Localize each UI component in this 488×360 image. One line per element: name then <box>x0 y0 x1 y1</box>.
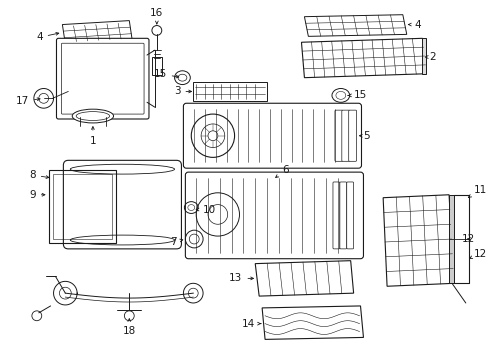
FancyBboxPatch shape <box>185 172 363 259</box>
Text: 15: 15 <box>347 90 366 100</box>
FancyBboxPatch shape <box>334 110 342 161</box>
Text: 13: 13 <box>229 273 253 283</box>
FancyBboxPatch shape <box>63 160 181 249</box>
Polygon shape <box>262 306 363 339</box>
Bar <box>193 82 266 101</box>
Polygon shape <box>448 195 453 283</box>
Polygon shape <box>304 15 406 36</box>
Text: 6: 6 <box>275 165 288 177</box>
FancyBboxPatch shape <box>346 182 353 249</box>
Text: 12: 12 <box>461 234 474 244</box>
Text: 3: 3 <box>173 86 191 96</box>
Text: 16: 16 <box>150 8 163 24</box>
FancyBboxPatch shape <box>57 38 149 119</box>
FancyBboxPatch shape <box>339 182 346 249</box>
Text: 2: 2 <box>425 52 435 62</box>
Text: 4: 4 <box>36 32 59 42</box>
Polygon shape <box>255 261 353 296</box>
Text: 15: 15 <box>153 69 179 79</box>
Polygon shape <box>301 38 426 78</box>
FancyBboxPatch shape <box>332 182 339 249</box>
Text: 8: 8 <box>29 170 49 180</box>
FancyBboxPatch shape <box>183 103 361 168</box>
Ellipse shape <box>72 109 113 123</box>
Polygon shape <box>422 38 426 74</box>
Text: 12: 12 <box>468 249 486 259</box>
Text: 14: 14 <box>242 319 260 329</box>
Text: 5: 5 <box>359 131 369 141</box>
FancyBboxPatch shape <box>341 110 349 161</box>
FancyBboxPatch shape <box>348 110 356 161</box>
Text: 9: 9 <box>29 190 45 200</box>
Text: 17: 17 <box>16 96 40 106</box>
Text: 18: 18 <box>122 319 136 336</box>
Polygon shape <box>383 195 453 286</box>
Bar <box>52 174 111 239</box>
Polygon shape <box>62 21 132 44</box>
Text: 11: 11 <box>468 185 486 197</box>
Text: 7: 7 <box>169 237 183 247</box>
Text: 1: 1 <box>89 127 96 146</box>
Bar <box>48 170 115 243</box>
Text: 10: 10 <box>196 204 216 215</box>
Bar <box>152 57 162 75</box>
Text: 4: 4 <box>407 19 420 30</box>
FancyBboxPatch shape <box>61 43 144 114</box>
